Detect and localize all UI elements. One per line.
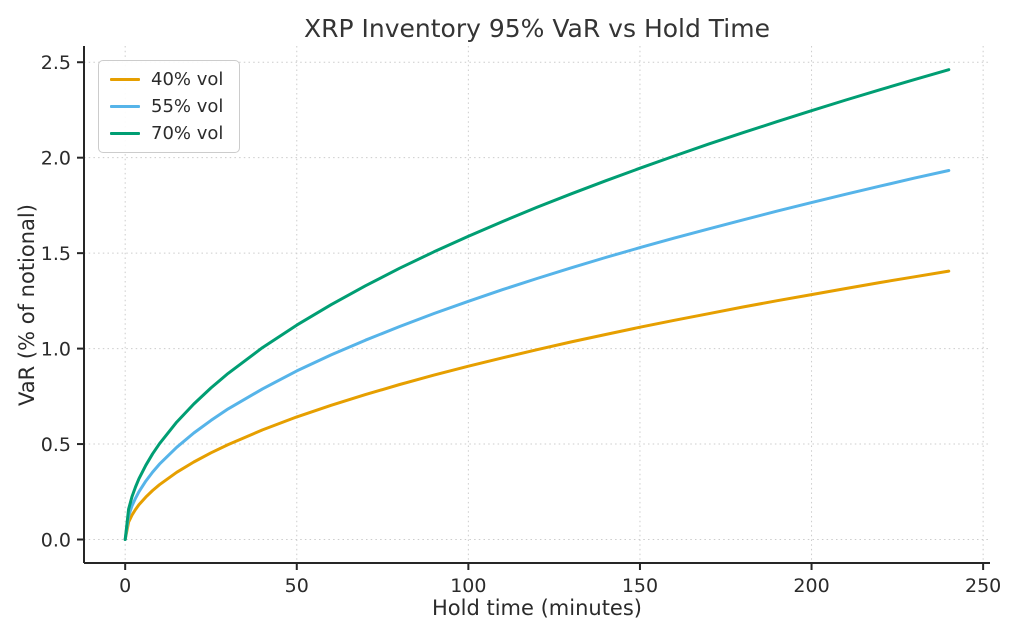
x-tick-label: 250 [965,575,1001,597]
curve-70-vol [123,68,951,541]
y-tick-label: 2.0 [41,148,71,170]
y-tick-label: 1.0 [41,339,71,361]
legend-label: 40% vol [151,69,224,90]
legend: 40% vol 55% vol 70% vol [98,60,241,154]
chart-title: XRP Inventory 95% VaR vs Hold Time [304,14,770,43]
y-tick-label: 0.5 [41,434,71,456]
y-tick-label: 2.5 [41,52,71,74]
x-tick-label: 150 [622,575,658,597]
legend-line-swatch [110,78,140,82]
legend-line-swatch [110,105,140,109]
x-tick-label: 100 [450,575,486,597]
y-tick-label: 0.0 [41,530,71,552]
legend-item: 40% vol [110,70,223,90]
x-tick-label: 200 [793,575,829,597]
x-tick-label: 0 [119,575,131,597]
y-axis-label: VaR (% of notional) [15,204,39,406]
x-tick-label: 50 [285,575,309,597]
y-tick-label: 1.5 [41,243,71,265]
legend-line-swatch [110,131,140,135]
curve-55-vol [123,169,951,541]
curve-40-vol [123,269,951,541]
legend-label: 55% vol [151,95,224,117]
legend-item: 70% vol [110,122,224,144]
x-axis-label: Hold time (minutes) [432,596,642,620]
legend-item: 55% vol [110,95,224,117]
legend-label: 70% vol [151,122,224,144]
